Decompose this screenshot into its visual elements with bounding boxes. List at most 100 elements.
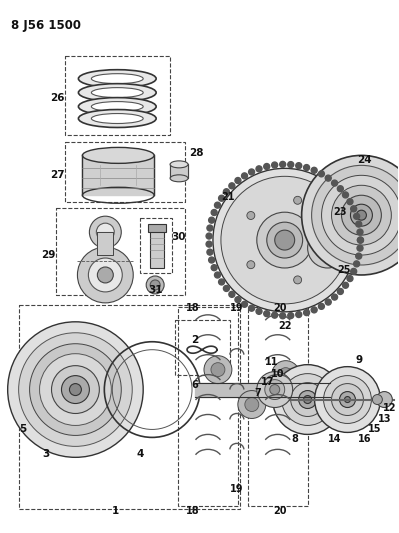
Circle shape <box>215 202 221 208</box>
Bar <box>140 218 172 273</box>
Circle shape <box>204 356 232 384</box>
Text: 29: 29 <box>41 250 56 260</box>
Text: 16: 16 <box>358 434 371 445</box>
Circle shape <box>325 299 331 305</box>
Circle shape <box>322 175 399 255</box>
Ellipse shape <box>91 114 143 124</box>
Circle shape <box>211 362 225 377</box>
Text: 12: 12 <box>383 402 396 413</box>
Circle shape <box>51 366 99 414</box>
Text: 4: 4 <box>136 449 144 459</box>
Circle shape <box>354 261 359 267</box>
Text: 8: 8 <box>291 434 298 445</box>
Ellipse shape <box>79 98 156 116</box>
Circle shape <box>273 365 342 434</box>
Bar <box>248 307 308 506</box>
Text: 23: 23 <box>333 207 346 217</box>
Circle shape <box>241 301 247 308</box>
Circle shape <box>97 223 114 241</box>
Bar <box>65 142 185 202</box>
Circle shape <box>332 185 391 245</box>
Text: 6: 6 <box>192 379 198 390</box>
Ellipse shape <box>79 110 156 127</box>
Circle shape <box>275 230 295 250</box>
Circle shape <box>288 312 294 319</box>
Circle shape <box>245 398 259 411</box>
Circle shape <box>211 265 217 271</box>
Circle shape <box>272 312 278 318</box>
Circle shape <box>332 294 338 300</box>
Text: 25: 25 <box>338 265 351 275</box>
Text: 15: 15 <box>367 424 381 434</box>
Circle shape <box>299 391 316 408</box>
Circle shape <box>347 276 353 281</box>
Circle shape <box>338 185 344 192</box>
Text: 18: 18 <box>186 506 200 516</box>
Text: 21: 21 <box>221 192 235 202</box>
Circle shape <box>350 204 372 226</box>
Text: 3: 3 <box>42 449 49 459</box>
Circle shape <box>316 236 340 260</box>
Ellipse shape <box>83 148 154 163</box>
Circle shape <box>322 236 330 244</box>
Bar <box>55 208 185 295</box>
Text: 27: 27 <box>50 171 65 180</box>
Circle shape <box>267 222 302 258</box>
Circle shape <box>358 237 363 243</box>
Circle shape <box>312 165 399 265</box>
Circle shape <box>247 212 255 220</box>
Circle shape <box>219 195 225 201</box>
Circle shape <box>356 221 362 227</box>
Text: 26: 26 <box>50 93 65 102</box>
Circle shape <box>209 257 215 263</box>
Text: 19: 19 <box>230 303 244 313</box>
Circle shape <box>325 175 331 181</box>
Circle shape <box>77 247 133 303</box>
Circle shape <box>249 305 255 311</box>
Polygon shape <box>97 232 113 255</box>
Circle shape <box>294 196 302 204</box>
Bar <box>19 305 240 509</box>
Circle shape <box>304 165 310 171</box>
Text: 24: 24 <box>357 156 372 165</box>
Circle shape <box>291 383 324 416</box>
Text: 2: 2 <box>192 335 199 345</box>
Circle shape <box>308 383 322 397</box>
Polygon shape <box>83 156 154 195</box>
Text: 10: 10 <box>271 369 284 378</box>
Circle shape <box>332 384 363 416</box>
Circle shape <box>351 206 357 212</box>
Circle shape <box>89 258 122 292</box>
Circle shape <box>347 199 353 205</box>
Circle shape <box>301 376 328 403</box>
Circle shape <box>358 237 363 243</box>
Circle shape <box>229 183 235 189</box>
Bar <box>148 224 166 232</box>
Text: 31: 31 <box>148 285 162 295</box>
Circle shape <box>357 245 363 251</box>
Circle shape <box>342 192 348 198</box>
Circle shape <box>311 167 317 173</box>
Circle shape <box>241 173 247 179</box>
Text: 7: 7 <box>255 387 261 398</box>
Circle shape <box>344 397 350 402</box>
Circle shape <box>207 225 213 231</box>
Ellipse shape <box>91 87 143 98</box>
Circle shape <box>265 379 285 400</box>
Circle shape <box>211 209 217 215</box>
Circle shape <box>302 156 399 275</box>
Circle shape <box>249 169 255 175</box>
Text: 28: 28 <box>189 148 203 158</box>
Circle shape <box>280 161 286 167</box>
Circle shape <box>322 236 330 244</box>
Ellipse shape <box>91 74 143 84</box>
Circle shape <box>264 311 270 317</box>
Text: 13: 13 <box>377 415 391 424</box>
Circle shape <box>257 372 293 408</box>
Circle shape <box>238 391 266 418</box>
Circle shape <box>282 374 334 425</box>
Text: 8 J56 1500: 8 J56 1500 <box>11 19 81 32</box>
Circle shape <box>19 333 132 446</box>
Ellipse shape <box>170 175 188 182</box>
Ellipse shape <box>79 70 156 87</box>
